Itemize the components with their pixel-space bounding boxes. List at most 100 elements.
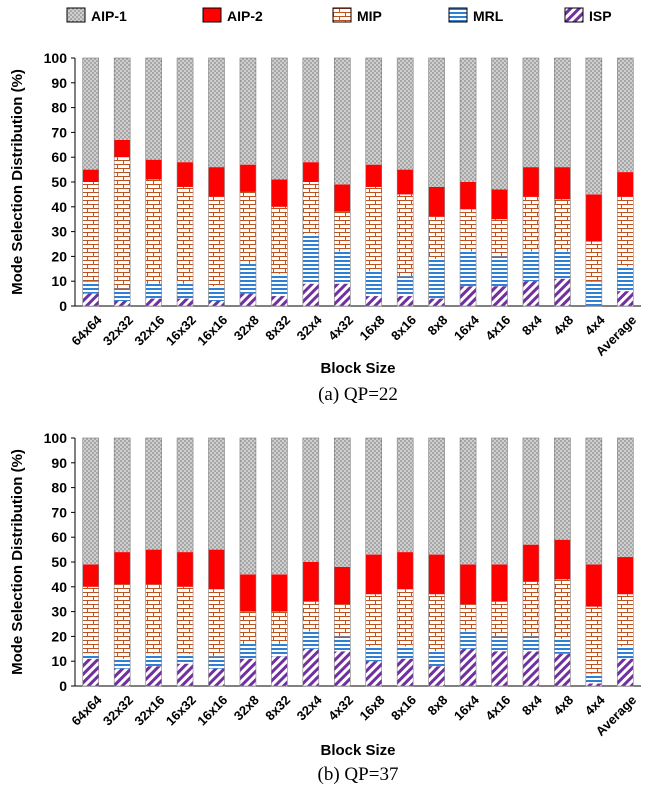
bar-segment-isp-64x64 [82, 293, 99, 306]
bar-outline-32x8 [239, 57, 257, 307]
bar-segment-aip-2-4x16 [491, 564, 508, 602]
bar-segment-mrl-8x8 [428, 651, 445, 667]
bar-outline-16x16 [208, 437, 225, 687]
bar-segment-aip-1-8x4 [522, 438, 539, 545]
bar-segment-isp-16x8 [365, 296, 382, 306]
y-axis-title: Mode Selection Distribution (%) [9, 449, 26, 675]
bar-segment-mip-16x4 [460, 604, 477, 632]
bar-outline-8x4 [522, 57, 540, 307]
bar-segment-mip-8x8 [428, 216, 445, 259]
chart-b: 0 10 20 30 40 50 60 70 80 90 100 Mode Selection Dis… [9, 430, 641, 785]
y-tick-label: 60 [51, 149, 67, 165]
bar-segment-aip-1-8x32 [271, 438, 288, 575]
bar-segment-mrl-32x32 [114, 288, 131, 302]
bar-16x32 [176, 57, 194, 307]
bar-segment-isp-16x4 [460, 286, 477, 306]
bar-segment-aip-2-32x32 [114, 552, 131, 585]
bar-segment-aip-1-4x16 [491, 438, 508, 565]
bar-segment-isp-8x8 [428, 666, 445, 686]
bar-segment-aip-2-32x8 [239, 164, 256, 192]
bar-segment-aip-1-4x32 [334, 58, 351, 185]
bar-segment-aip-2-32x32 [114, 139, 131, 158]
legend: AIP-1 AIP-2 MIP MRL ISP [66, 7, 612, 24]
bar-segment-isp-32x16 [145, 666, 162, 686]
bar-4x4 [585, 437, 603, 687]
bar-8x16 [396, 437, 414, 687]
bar-16x8 [365, 437, 383, 687]
bar-segment-mip-4x32 [334, 211, 351, 252]
bar-outline-4x32 [333, 57, 351, 307]
bar-segment-mip-4x16 [491, 219, 508, 257]
bar-segment-isp-8x32 [271, 296, 288, 306]
bar-4x16 [491, 57, 508, 307]
bar-segment-isp-16x32 [177, 663, 194, 686]
bar-average [616, 57, 634, 307]
x-tick-label-8x32: 8x32 [262, 692, 293, 723]
bar-segment-aip-1-4x16 [491, 58, 508, 190]
bar-segment-mrl-32x16 [145, 653, 162, 667]
bar-outline-16x8 [365, 57, 383, 307]
bar-64x64 [82, 57, 100, 307]
bar-outline-16x32 [176, 57, 194, 307]
y-tick-label: 50 [51, 554, 67, 570]
bar-segment-aip-2-4x4 [585, 194, 602, 242]
bar-segment-mip-16x4 [460, 209, 477, 252]
bar-outline-32x4 [302, 437, 320, 687]
bar-segment-mip-average [617, 594, 634, 647]
bar-segment-aip-2-32x16 [145, 159, 162, 180]
y-axis-title: Mode Selection Distribution (%) [9, 69, 26, 295]
bar-segment-mip-16x32 [177, 186, 194, 284]
bar-segment-mip-8x32 [271, 611, 288, 644]
x-axis-title: Block Size [320, 360, 395, 377]
bar-segment-mrl-4x32 [334, 251, 351, 284]
bar-segment-mip-32x8 [239, 611, 256, 644]
bar-segment-mip-8x16 [397, 194, 414, 277]
bar-segment-isp-64x64 [82, 658, 99, 686]
bar-outline-average [616, 437, 634, 687]
bar-segment-aip-1-32x8 [239, 58, 256, 165]
bar-segment-isp-4x32 [334, 651, 351, 686]
bar-outline-32x32 [113, 57, 131, 307]
x-tick-label-32x4: 32x4 [294, 692, 326, 724]
chart-caption: (b) QP=37 [318, 764, 399, 785]
bar-4x32 [333, 437, 351, 687]
bar-segment-aip-2-16x16 [208, 167, 225, 197]
bar-outline-64x64 [82, 437, 100, 687]
bar-outline-average [616, 57, 634, 307]
bar-segment-mrl-32x8 [239, 263, 256, 294]
bar-segment-mrl-8x16 [397, 276, 414, 297]
bar-segment-mip-32x4 [302, 601, 319, 632]
bar-segment-mrl-32x4 [302, 631, 319, 649]
bar-segment-aip-1-4x4 [585, 58, 602, 195]
bar-segment-mip-4x16 [491, 601, 508, 637]
y-tick-label: 10 [51, 653, 67, 669]
bar-32x16 [145, 57, 162, 307]
bar-segment-aip-2-32x8 [239, 574, 256, 612]
bar-segment-aip-2-8x32 [271, 574, 288, 612]
bar-segment-mip-4x4 [585, 241, 602, 282]
x-tick-label-32x8: 32x8 [231, 692, 262, 723]
x-tick-label-16x8: 16x8 [357, 692, 388, 723]
bar-outline-16x4 [459, 57, 477, 307]
legend-label-isp: ISP [589, 8, 612, 24]
bar-segment-aip-2-16x8 [365, 554, 382, 595]
bar-outline-16x8 [365, 437, 383, 687]
x-tick-label-8x16: 8x16 [388, 692, 419, 723]
bar-16x16 [208, 57, 225, 307]
bar-segment-mip-16x8 [365, 594, 382, 647]
bar-outline-4x8 [554, 437, 571, 687]
x-tick-label-8x8: 8x8 [425, 312, 451, 338]
bar-segment-aip-1-8x4 [522, 58, 539, 168]
bar-outline-16x16 [208, 57, 225, 307]
bar-segment-mip-16x16 [208, 589, 225, 657]
y-tick-label: 50 [51, 174, 67, 190]
bar-segment-aip-1-32x32 [114, 58, 131, 140]
legend-swatch-isp [564, 7, 584, 23]
bar-segment-aip-2-4x4 [585, 564, 602, 607]
bar-segment-mip-32x4 [302, 182, 319, 235]
bar-segment-aip-1-4x32 [334, 438, 351, 567]
bar-segment-isp-8x8 [428, 298, 445, 306]
bar-segment-aip-2-8x4 [522, 167, 539, 197]
bar-segment-mrl-64x64 [82, 653, 99, 659]
bar-64x64 [82, 437, 100, 687]
